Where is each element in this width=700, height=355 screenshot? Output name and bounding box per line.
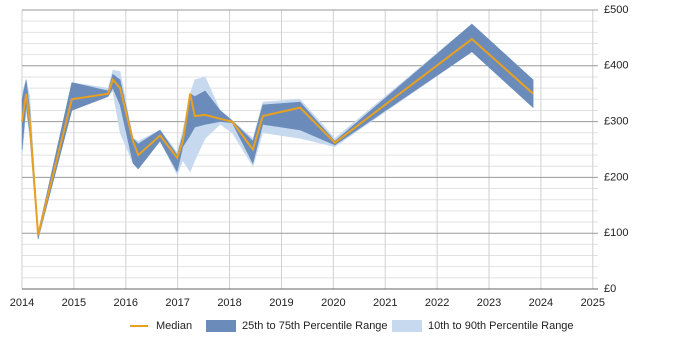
x-tick-label: 2018 (217, 297, 241, 309)
x-tick-label: 2024 (529, 297, 553, 309)
legend-label: 10th to 90th Percentile Range (428, 320, 574, 332)
y-tick-label: £0 (604, 283, 616, 295)
y-tick-label: £200 (604, 171, 628, 183)
y-tick-label: £500 (604, 4, 628, 16)
x-tick-label: 2021 (373, 297, 397, 309)
x-tick-label: 2020 (321, 297, 345, 309)
median-line (21, 37, 534, 236)
x-tick-label: 2025 (581, 297, 605, 309)
y-tick-label: £300 (604, 116, 628, 128)
legend-swatch (392, 320, 422, 332)
x-tick-label: 2023 (477, 297, 501, 309)
plot-area (22, 10, 598, 289)
x-tick-label: 2022 (425, 297, 449, 309)
x-tick-label: 2016 (114, 297, 138, 309)
legend-label: Median (156, 320, 192, 332)
legend-swatch (206, 320, 236, 332)
y-tick-label: £400 (604, 60, 628, 72)
x-tick-label: 2014 (10, 297, 34, 309)
x-tick-label: 2015 (62, 297, 86, 309)
x-tick-label: 2019 (269, 297, 293, 309)
y-tick-label: £100 (604, 227, 628, 239)
x-tick-label: 2017 (165, 297, 189, 309)
legend-label: 25th to 75th Percentile Range (242, 320, 388, 332)
